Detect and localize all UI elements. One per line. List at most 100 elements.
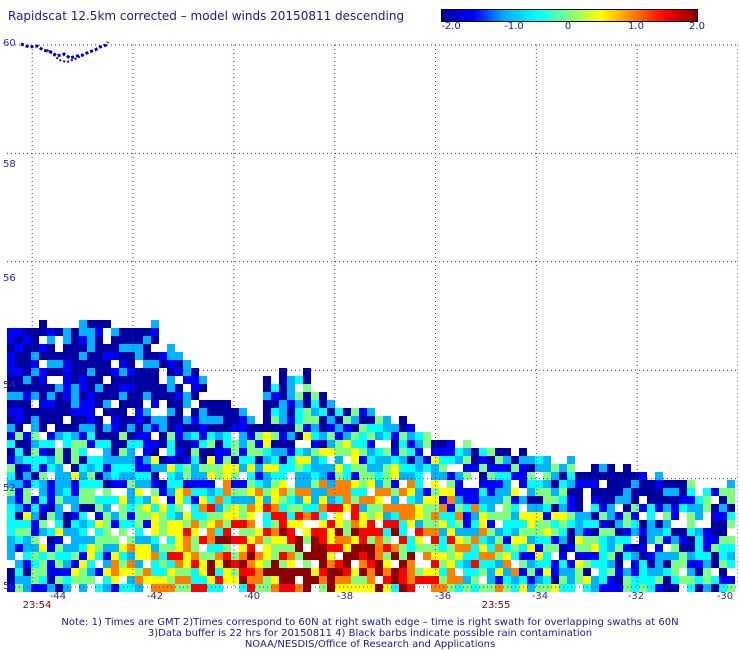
wind-cell xyxy=(71,416,79,424)
wind-cell xyxy=(31,448,39,456)
wind-cell xyxy=(695,512,703,520)
wind-cell xyxy=(31,352,39,360)
wind-cell xyxy=(39,456,47,464)
wind-cell xyxy=(7,488,15,496)
wind-cell xyxy=(143,472,151,480)
wind-cell xyxy=(335,456,343,464)
wind-cell xyxy=(255,480,263,488)
wind-cell xyxy=(167,584,175,592)
wind-cell xyxy=(279,544,287,552)
wind-cell xyxy=(143,344,151,352)
wind-cell xyxy=(95,472,103,480)
wind-cell xyxy=(47,560,55,568)
wind-cell xyxy=(23,384,31,392)
wind-cell xyxy=(543,512,551,520)
wind-cell xyxy=(655,480,663,488)
wind-cell xyxy=(79,560,87,568)
wind-cell xyxy=(119,400,127,408)
wind-cell xyxy=(63,424,71,432)
wind-cell xyxy=(31,424,39,432)
wind-cell xyxy=(615,560,623,568)
wind-cell xyxy=(103,320,111,328)
wind-cell xyxy=(159,480,167,488)
wind-cell xyxy=(615,472,623,480)
wind-cell xyxy=(207,488,215,496)
wind-cell xyxy=(519,472,527,480)
wind-cell xyxy=(135,424,143,432)
wind-cell xyxy=(287,488,295,496)
wind-cell xyxy=(111,408,119,416)
wind-cell xyxy=(31,408,39,416)
wind-cell xyxy=(231,496,239,504)
wind-cell xyxy=(135,576,143,584)
wind-cell xyxy=(447,536,455,544)
wind-cell xyxy=(367,584,375,592)
wind-cell xyxy=(111,432,119,440)
wind-cell xyxy=(359,480,367,488)
wind-cell xyxy=(119,432,127,440)
wind-cell xyxy=(295,584,303,592)
wind-cell xyxy=(567,504,575,512)
wind-cell xyxy=(207,400,215,408)
wind-cell xyxy=(55,488,63,496)
wind-cell xyxy=(271,424,279,432)
wind-cell xyxy=(263,432,271,440)
wind-cell xyxy=(607,544,615,552)
wind-cell xyxy=(495,552,503,560)
wind-cell xyxy=(39,424,47,432)
wind-cell xyxy=(351,416,359,424)
wind-cell xyxy=(303,392,311,400)
wind-cell xyxy=(383,416,391,424)
wind-cell xyxy=(71,432,79,440)
wind-cell xyxy=(111,424,119,432)
wind-cell xyxy=(415,432,423,440)
wind-cell xyxy=(295,456,303,464)
wind-cell xyxy=(191,472,199,480)
wind-cell xyxy=(135,416,143,424)
wind-cell xyxy=(591,544,599,552)
wind-cell xyxy=(55,496,63,504)
wind-cell xyxy=(711,528,719,536)
wind-cell xyxy=(215,448,223,456)
wind-cell xyxy=(39,552,47,560)
wind-cell xyxy=(119,352,127,360)
wind-cell xyxy=(343,528,351,536)
wind-cell xyxy=(127,328,135,336)
wind-cell xyxy=(207,408,215,416)
wind-cell xyxy=(567,464,575,472)
wind-cell xyxy=(63,528,71,536)
wind-cell xyxy=(279,400,287,408)
wind-cell xyxy=(311,432,319,440)
wind-cell xyxy=(79,408,87,416)
wind-cell xyxy=(607,472,615,480)
wind-cell xyxy=(687,520,695,528)
wind-cell xyxy=(55,584,63,592)
wind-cell xyxy=(239,464,247,472)
wind-cell xyxy=(47,384,55,392)
wind-cell xyxy=(263,424,271,432)
wind-cell xyxy=(175,392,183,400)
wind-cell xyxy=(327,584,335,592)
wind-cell xyxy=(583,544,591,552)
wind-cell xyxy=(431,464,439,472)
wind-cell xyxy=(407,480,415,488)
time-label: 23:54 xyxy=(22,600,52,611)
wind-cell xyxy=(583,584,591,592)
wind-cell xyxy=(343,440,351,448)
wind-cell xyxy=(215,408,223,416)
wind-cell xyxy=(351,408,359,416)
wind-cell xyxy=(727,488,735,496)
wind-cell xyxy=(279,456,287,464)
wind-cell xyxy=(111,552,119,560)
wind-cell xyxy=(63,456,71,464)
wind-cell xyxy=(471,488,479,496)
wind-cell xyxy=(47,528,55,536)
wind-cell xyxy=(127,424,135,432)
wind-cell xyxy=(255,488,263,496)
wind-cell xyxy=(415,528,423,536)
wind-cell xyxy=(111,416,119,424)
wind-cell xyxy=(87,552,95,560)
wind-cell xyxy=(79,488,87,496)
wind-cell xyxy=(95,504,103,512)
wind-cell xyxy=(319,520,327,528)
